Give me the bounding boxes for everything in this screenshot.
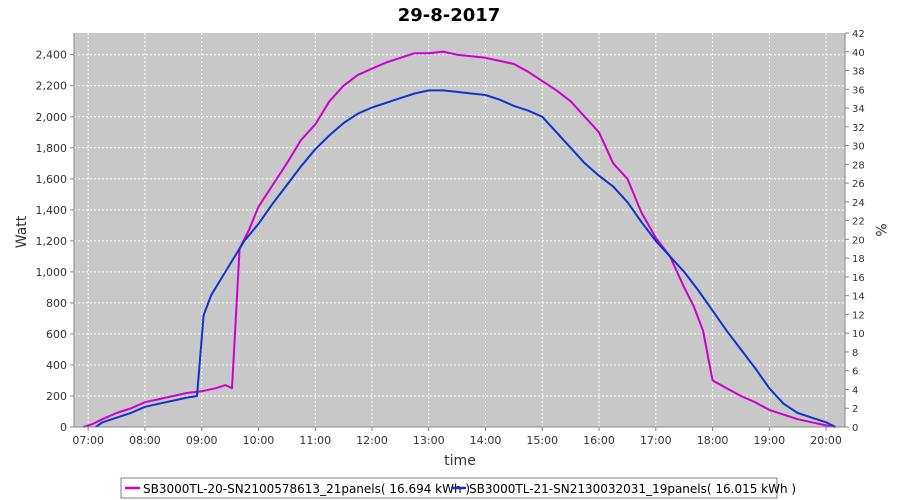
x-tick-label: 15:00 [526,434,558,447]
y2-tick-label: 14 [852,292,865,303]
y-tick-label: 200 [46,390,67,403]
y-tick-label: 2,000 [36,111,68,124]
y2-tick-label: 18 [852,254,865,265]
series-line-1 [83,50,836,428]
x-tick-label: 14:00 [470,434,502,447]
y-axis-ticks: 0 200 400 600 800 1,000 1,200 1,400 1,600 1,800 2,… [36,49,74,434]
x-tick-label: 18:00 [697,434,729,447]
x-tick-label: 08:00 [129,434,161,447]
y-tick-label: 2,200 [36,80,68,93]
y2-tick-label: 40 [852,48,865,59]
y2-tick-label: 4 [852,385,858,396]
legend: SB3000TL-20-SN2100578613_21panels( 16.69… [120,477,796,499]
y2-tick-label: 8 [852,348,858,359]
y2-tick-label: 32 [852,123,865,134]
y2-tick-label: 26 [852,179,865,190]
y-tick-label: 1,800 [36,142,68,155]
legend-box [120,477,778,499]
x-tick-label: 13:00 [413,434,445,447]
y-tick-label: 1,600 [36,173,68,186]
y2-axis-label: % [872,223,888,236]
legend-label-1: SB3000TL-20-SN2100578613_21panels( 16.69… [143,482,470,496]
y2-tick-label: 6 [852,367,858,378]
y2-tick-label: 36 [852,85,865,96]
y2-tick-label: 42 [852,29,865,40]
plot-area [74,33,845,427]
x-tick-label: 19:00 [753,434,785,447]
y2-tick-label: 20 [852,235,865,246]
y2-tick-label: 16 [852,273,865,284]
x-tick-label: 16:00 [583,434,615,447]
y2-tick-label: 28 [852,160,865,171]
y-tick-label: 1,400 [36,204,68,217]
legend-label-2: SB3000TL-21-SN2130032031_19panels( 16.01… [469,482,796,496]
y-tick-label: 2,400 [36,49,68,62]
x-tick-label: 07:00 [72,434,104,447]
y2-tick-label: 22 [852,217,865,228]
y2-tick-label: 38 [852,67,865,78]
x-tick-label: 10:00 [243,434,275,447]
y-tick-label: 400 [46,359,67,372]
y-tick-label: 600 [46,328,67,341]
x-axis-label: time [444,453,476,469]
series-line-2 [95,89,836,428]
x-tick-label: 20:00 [810,434,842,447]
y2-tick-label: 12 [852,310,865,321]
y-tick-label: 1,000 [36,266,68,279]
y2-tick-label: 2 [852,404,858,415]
y2-tick-label: 0 [852,423,858,434]
x-tick-label: 12:00 [356,434,388,447]
x-tick-label: 17:00 [640,434,672,447]
x-tick-label: 09:00 [186,434,218,447]
y2-tick-label: 30 [852,142,865,153]
x-axis-ticks: 07:00 08:00 09:00 10:00 11:00 12:00 13:00 14:00… [72,427,842,447]
y2-tick-label: 34 [852,104,865,115]
y-tick-label: 0 [60,421,67,434]
y2-tick-label: 10 [852,329,865,340]
y2-tick-label: 24 [852,198,865,209]
y-axis-label: Watt [14,215,30,248]
x-tick-label: 11:00 [299,434,331,447]
y-tick-label: 800 [46,297,67,310]
series-layer [83,50,836,428]
chart-title: 29-8-2017 [398,5,501,26]
y-tick-label: 1,200 [36,235,68,248]
